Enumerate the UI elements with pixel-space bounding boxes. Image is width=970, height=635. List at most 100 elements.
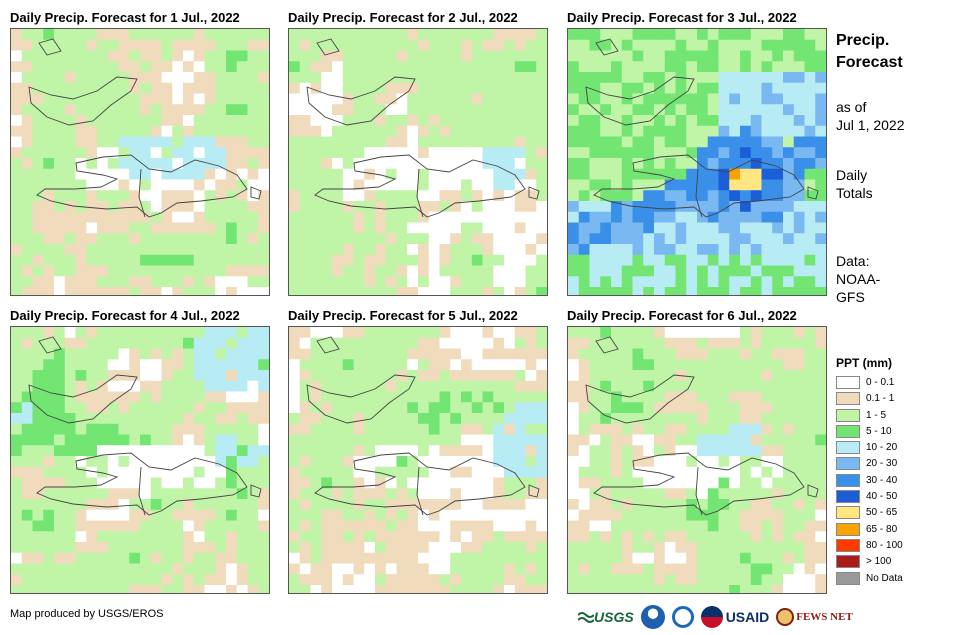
precip-cell — [718, 499, 730, 511]
precip-cell — [783, 348, 795, 360]
precip-cell — [697, 552, 709, 564]
precip-cell — [215, 574, 227, 586]
precip-cell — [310, 39, 322, 51]
precip-cell — [772, 337, 784, 349]
precip-cell — [11, 50, 23, 62]
precip-cell — [718, 531, 730, 543]
precip-cell — [643, 254, 655, 266]
fews-globe-icon — [776, 608, 795, 626]
precip-cell — [793, 287, 805, 295]
precip-cell — [643, 158, 655, 170]
precip-cell — [75, 50, 87, 62]
precip-cell — [161, 499, 173, 511]
precip-cell — [772, 115, 784, 127]
precip-cell — [129, 434, 141, 446]
precip-cell — [54, 179, 66, 191]
precip-cell — [461, 509, 473, 521]
precip-cell — [161, 445, 173, 457]
precip-cell — [21, 520, 33, 532]
precip-cell — [161, 327, 173, 339]
precip-cell — [664, 276, 676, 288]
precip-cell — [118, 50, 130, 62]
precip-cell — [107, 413, 119, 425]
precip-cell — [654, 413, 666, 425]
precip-cell — [332, 93, 344, 105]
precip-cell — [289, 265, 301, 277]
precip-cell — [161, 72, 173, 84]
precip-cell — [729, 337, 741, 349]
precip-cell — [536, 434, 547, 446]
precip-cell — [407, 29, 419, 41]
precip-cell — [804, 477, 816, 489]
precip-cell — [247, 233, 259, 245]
precip-cell — [589, 542, 601, 554]
precip-cell — [729, 115, 741, 127]
precip-cell — [439, 509, 451, 521]
precip-cell — [632, 233, 644, 245]
precip-cell — [64, 265, 76, 277]
precip-cell — [697, 61, 709, 73]
precip-cell — [761, 423, 773, 435]
precip-cell — [654, 233, 666, 245]
precip-cell — [632, 287, 644, 295]
precip-cell — [32, 39, 44, 51]
precip-cell — [589, 370, 601, 382]
precip-cell — [815, 136, 826, 148]
precip-cell — [707, 158, 719, 170]
precip-cell — [504, 477, 516, 489]
precip-cell — [204, 509, 216, 521]
precip-cell — [258, 104, 269, 116]
precip-cell — [439, 233, 451, 245]
coastline-path — [250, 186, 262, 200]
coastline-path — [593, 154, 805, 218]
precip-cell — [804, 327, 816, 339]
precip-cell — [536, 499, 547, 511]
precip-cell — [172, 574, 184, 586]
precip-cell — [299, 254, 311, 266]
precip-cell — [64, 39, 76, 51]
precip-cell — [675, 125, 687, 137]
precip-cell — [675, 61, 687, 73]
precip-cell — [396, 50, 408, 62]
precip-cell — [815, 104, 826, 116]
precip-cell — [750, 585, 762, 593]
precip-cell — [621, 244, 633, 256]
precip-cell — [107, 391, 119, 403]
precip-cell — [504, 125, 516, 137]
precip-cell — [589, 359, 601, 371]
precip-cell — [589, 93, 601, 105]
precip-cell — [364, 254, 376, 266]
precip-cell — [64, 563, 76, 575]
precip-cell — [772, 233, 784, 245]
precip-cell — [514, 585, 526, 593]
precip-cell — [428, 359, 440, 371]
precip-cell — [129, 158, 141, 170]
precip-cell — [129, 574, 141, 586]
precip-cell — [439, 327, 451, 339]
precip-cell — [258, 179, 269, 191]
precip-cell — [43, 125, 55, 137]
precip-cell — [632, 39, 644, 51]
precip-cell — [536, 509, 547, 521]
precip-cell — [664, 509, 676, 521]
precip-cell — [418, 201, 430, 213]
precip-cell — [226, 115, 238, 127]
precip-cell — [215, 244, 227, 256]
precip-cell — [332, 287, 344, 295]
precip-cell — [289, 402, 301, 414]
precip-cell — [664, 391, 676, 403]
precip-cell — [589, 391, 601, 403]
precip-cell — [161, 222, 173, 234]
precip-cell — [107, 50, 119, 62]
precip-cell — [568, 402, 580, 414]
precip-cell — [707, 466, 719, 478]
precip-cell — [621, 359, 633, 371]
precip-cell — [568, 445, 580, 457]
precip-cell — [32, 402, 44, 414]
precip-cell — [11, 265, 23, 277]
precip-cell — [804, 244, 816, 256]
precip-cell — [247, 61, 259, 73]
precip-cell — [215, 254, 227, 266]
precip-cell — [375, 115, 387, 127]
precip-cell — [418, 531, 430, 543]
